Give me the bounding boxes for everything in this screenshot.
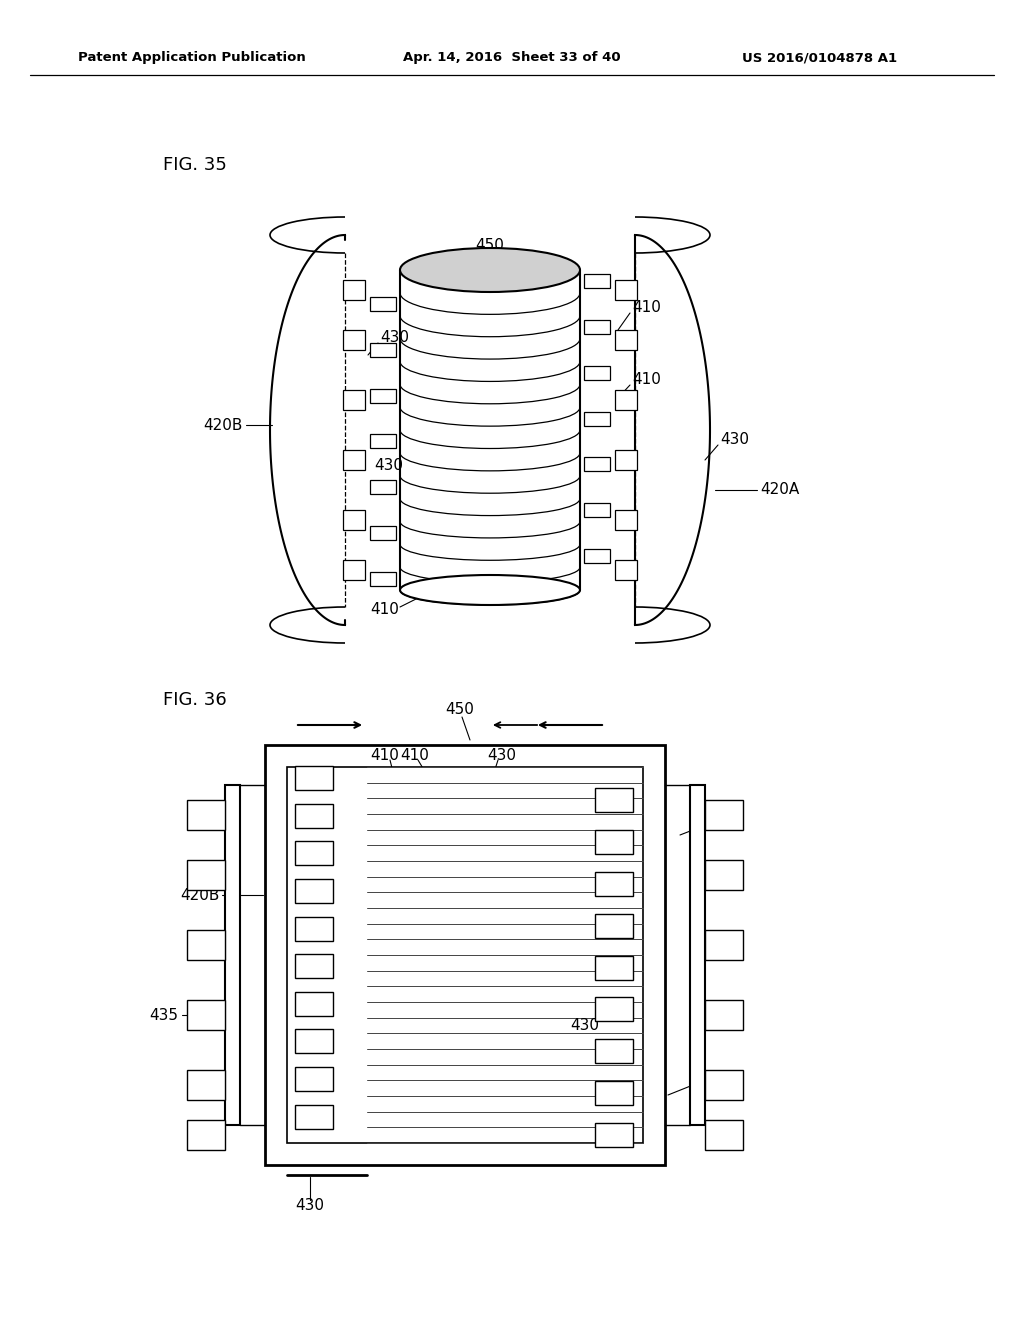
Text: Patent Application Publication: Patent Application Publication: [78, 51, 306, 65]
Bar: [343, 330, 365, 350]
Bar: [584, 457, 610, 471]
Bar: [295, 841, 333, 866]
Bar: [615, 280, 637, 300]
Bar: [705, 1001, 743, 1030]
Bar: [265, 744, 665, 1166]
Bar: [343, 389, 365, 411]
Bar: [615, 450, 637, 470]
Bar: [595, 1081, 633, 1105]
Bar: [584, 412, 610, 425]
Bar: [584, 366, 610, 380]
Bar: [615, 560, 637, 579]
Text: 435: 435: [150, 1007, 178, 1023]
Text: 450: 450: [475, 238, 505, 252]
Bar: [705, 931, 743, 960]
Bar: [295, 767, 333, 791]
Text: 430: 430: [296, 1197, 325, 1213]
Bar: [287, 767, 643, 1143]
Text: 430: 430: [301, 957, 330, 973]
Bar: [187, 931, 225, 960]
Bar: [595, 913, 633, 937]
Bar: [295, 954, 333, 978]
Bar: [615, 330, 637, 350]
Text: Apr. 14, 2016  Sheet 33 of 40: Apr. 14, 2016 Sheet 33 of 40: [403, 51, 621, 65]
Bar: [343, 280, 365, 300]
Bar: [595, 788, 633, 812]
Bar: [187, 1001, 225, 1030]
Text: 420A: 420A: [760, 483, 800, 498]
Bar: [595, 998, 633, 1022]
Bar: [187, 1071, 225, 1100]
Bar: [595, 830, 633, 854]
Bar: [187, 861, 225, 890]
Bar: [584, 321, 610, 334]
Bar: [187, 1119, 225, 1150]
Bar: [343, 510, 365, 531]
Text: 435: 435: [700, 817, 729, 833]
Bar: [295, 1030, 333, 1053]
Bar: [595, 1039, 633, 1063]
Bar: [584, 275, 610, 289]
Text: 410: 410: [400, 747, 429, 763]
Bar: [584, 549, 610, 562]
Bar: [595, 956, 633, 979]
Bar: [295, 1067, 333, 1092]
Bar: [187, 800, 225, 830]
Bar: [295, 991, 333, 1016]
Text: 410: 410: [371, 602, 399, 618]
Bar: [225, 785, 240, 1125]
Bar: [295, 1105, 333, 1129]
Ellipse shape: [400, 576, 580, 605]
Bar: [370, 297, 396, 312]
Bar: [690, 785, 705, 1125]
Text: 430: 430: [380, 330, 409, 346]
Text: FIG. 36: FIG. 36: [163, 690, 226, 709]
Bar: [584, 503, 610, 517]
Bar: [370, 572, 396, 586]
Bar: [615, 510, 637, 531]
Bar: [295, 804, 333, 828]
Bar: [295, 916, 333, 941]
Text: 430: 430: [570, 1018, 599, 1032]
Text: 410: 410: [371, 747, 399, 763]
Bar: [343, 450, 365, 470]
Text: 420B: 420B: [204, 417, 243, 433]
Text: 420A: 420A: [700, 1072, 739, 1088]
Text: 430: 430: [487, 747, 516, 763]
Bar: [370, 525, 396, 540]
Bar: [370, 343, 396, 356]
Text: 430: 430: [374, 458, 403, 473]
Text: 410: 410: [632, 372, 660, 388]
Bar: [595, 1122, 633, 1147]
Text: 410: 410: [632, 301, 660, 315]
Bar: [705, 800, 743, 830]
Bar: [370, 388, 396, 403]
Bar: [705, 1119, 743, 1150]
Bar: [705, 861, 743, 890]
Bar: [370, 434, 396, 449]
Bar: [615, 389, 637, 411]
Bar: [370, 480, 396, 494]
Bar: [295, 879, 333, 903]
Ellipse shape: [400, 248, 580, 292]
Text: 450: 450: [445, 702, 474, 718]
Bar: [705, 1071, 743, 1100]
Text: 430: 430: [720, 433, 749, 447]
Bar: [343, 560, 365, 579]
Text: US 2016/0104878 A1: US 2016/0104878 A1: [742, 51, 898, 65]
Text: FIG. 35: FIG. 35: [163, 156, 227, 174]
Bar: [595, 873, 633, 896]
Text: 420B: 420B: [180, 887, 220, 903]
